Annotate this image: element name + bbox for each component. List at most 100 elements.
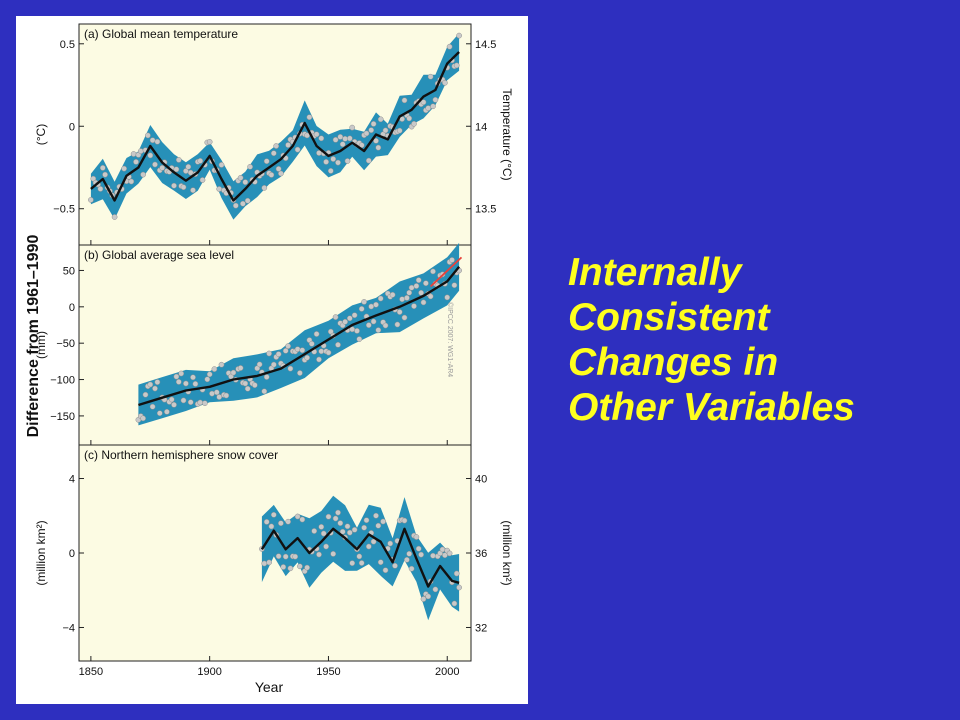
- data-point: [399, 296, 405, 303]
- data-point: [356, 336, 363, 342]
- y-axis-label: (million km²): [34, 520, 48, 585]
- data-point: [373, 512, 379, 519]
- data-point: [456, 32, 462, 39]
- y-tick-label: −0.5: [53, 204, 75, 216]
- data-point: [199, 177, 206, 183]
- data-point: [365, 543, 372, 550]
- data-point: [282, 553, 289, 560]
- data-point: [430, 552, 436, 559]
- data-point: [420, 299, 427, 306]
- data-point: [327, 168, 334, 174]
- data-point: [152, 161, 158, 168]
- data-point: [318, 524, 325, 530]
- data-point: [382, 127, 389, 134]
- panel-title: (c) Northern hemisphere snow cover: [84, 448, 278, 462]
- data-point: [88, 197, 94, 203]
- data-point: [306, 114, 313, 121]
- data-point: [325, 349, 332, 356]
- data-point: [304, 564, 310, 571]
- uncertainty-band: [138, 242, 460, 426]
- credit-label: ©IPCC 2007: WG1-AR4: [446, 302, 454, 377]
- data-point: [325, 513, 332, 520]
- data-point: [401, 517, 408, 524]
- data-point: [278, 520, 284, 527]
- data-point: [418, 289, 424, 296]
- data-point: [453, 570, 460, 577]
- data-point: [197, 399, 204, 406]
- data-point: [394, 321, 401, 328]
- data-point: [263, 158, 270, 165]
- data-point: [408, 565, 415, 572]
- data-point: [323, 159, 329, 165]
- data-point: [323, 543, 329, 550]
- uncertainty-band: [90, 33, 460, 220]
- ipcc-figure: (a) Global mean temperature −0.5 0 0.5 13.5 1…: [25, 23, 514, 695]
- y-tick-label: 50: [63, 265, 75, 277]
- panel-title: (b) Global average sea level: [84, 248, 234, 262]
- data-point: [313, 131, 320, 138]
- data-point: [401, 314, 408, 321]
- data-point: [373, 301, 379, 308]
- data-point: [209, 390, 215, 397]
- data-point: [140, 415, 146, 422]
- data-point: [261, 388, 268, 395]
- data-point: [218, 361, 225, 368]
- data-point: [111, 214, 118, 220]
- data-point: [102, 171, 108, 178]
- data-point: [263, 519, 270, 525]
- data-point: [140, 171, 146, 178]
- data-point: [237, 365, 244, 371]
- data-point: [242, 179, 249, 185]
- data-point: [171, 401, 177, 408]
- data-point: [408, 284, 415, 291]
- data-point: [446, 43, 453, 50]
- right-y-tick-label: 14.5: [475, 39, 496, 51]
- data-point: [413, 534, 420, 540]
- data-point: [190, 187, 196, 194]
- right-y-tick-label: 32: [475, 622, 487, 634]
- data-point: [99, 165, 106, 171]
- data-point: [392, 562, 398, 569]
- data-point: [423, 280, 429, 287]
- data-point: [418, 551, 424, 558]
- data-point: [183, 380, 189, 387]
- data-point: [294, 346, 301, 353]
- data-point: [344, 158, 351, 164]
- data-point: [420, 596, 427, 602]
- data-point: [278, 170, 284, 177]
- data-point: [261, 560, 268, 567]
- data-point: [133, 159, 139, 165]
- data-point: [299, 516, 306, 523]
- right-y-tick-label: 40: [475, 474, 487, 486]
- data-point: [275, 166, 282, 172]
- data-point: [339, 141, 346, 148]
- data-point: [358, 560, 365, 566]
- data-point: [370, 121, 377, 127]
- data-point: [427, 293, 434, 300]
- data-point: [142, 391, 149, 398]
- data-point: [244, 385, 251, 392]
- chart-panel-1: (a) Global mean temperature −0.5 0 0.5 13.5 1…: [34, 23, 514, 246]
- data-point: [318, 348, 325, 355]
- data-point: [365, 157, 372, 164]
- data-point: [173, 373, 180, 380]
- data-point: [164, 408, 170, 415]
- y-tick-label: −150: [50, 411, 75, 423]
- data-point: [332, 515, 339, 522]
- data-point: [456, 584, 462, 591]
- data-point: [351, 312, 358, 319]
- data-point: [356, 553, 363, 560]
- data-point: [349, 560, 356, 566]
- data-point: [389, 291, 396, 298]
- data-point: [411, 120, 417, 127]
- data-point: [406, 289, 413, 296]
- data-point: [425, 105, 432, 111]
- data-point: [266, 559, 272, 566]
- data-point: [275, 553, 282, 560]
- data-point: [444, 294, 451, 301]
- data-point: [411, 303, 417, 309]
- y-axis-label: (°C): [34, 124, 48, 145]
- data-point: [180, 184, 187, 191]
- data-point: [361, 524, 367, 531]
- data-point: [358, 142, 365, 149]
